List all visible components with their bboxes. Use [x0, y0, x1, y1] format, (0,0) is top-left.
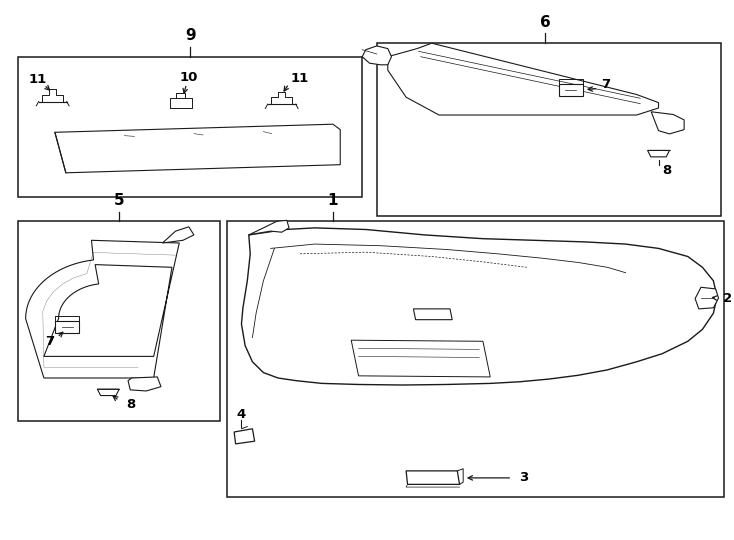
Text: 2: 2 [723, 292, 732, 305]
Text: 11: 11 [29, 73, 47, 86]
Polygon shape [98, 389, 119, 395]
Polygon shape [26, 240, 179, 378]
Polygon shape [162, 227, 194, 243]
Polygon shape [651, 112, 684, 134]
Text: 4: 4 [237, 408, 246, 421]
Text: 9: 9 [185, 28, 195, 43]
Text: 3: 3 [520, 471, 528, 484]
Text: 11: 11 [291, 72, 309, 85]
Text: 7: 7 [601, 78, 611, 91]
Polygon shape [388, 43, 658, 115]
Polygon shape [351, 340, 490, 377]
Polygon shape [55, 124, 341, 173]
Polygon shape [559, 84, 583, 96]
Bar [18, 221, 219, 421]
Text: 10: 10 [180, 71, 198, 84]
Polygon shape [406, 471, 459, 484]
Text: 7: 7 [46, 335, 54, 348]
Polygon shape [249, 220, 289, 235]
Text: 6: 6 [539, 15, 550, 30]
Bar [18, 57, 362, 197]
Bar [377, 43, 721, 216]
Bar [227, 221, 724, 497]
Text: 8: 8 [126, 398, 135, 411]
Polygon shape [128, 377, 161, 391]
Polygon shape [56, 321, 79, 333]
Text: 8: 8 [662, 164, 672, 177]
Polygon shape [241, 228, 717, 385]
Polygon shape [647, 151, 669, 157]
Polygon shape [695, 287, 719, 309]
Polygon shape [362, 46, 391, 65]
Text: 1: 1 [327, 193, 338, 208]
Polygon shape [234, 429, 255, 444]
Polygon shape [413, 309, 452, 320]
Text: 5: 5 [114, 193, 125, 208]
